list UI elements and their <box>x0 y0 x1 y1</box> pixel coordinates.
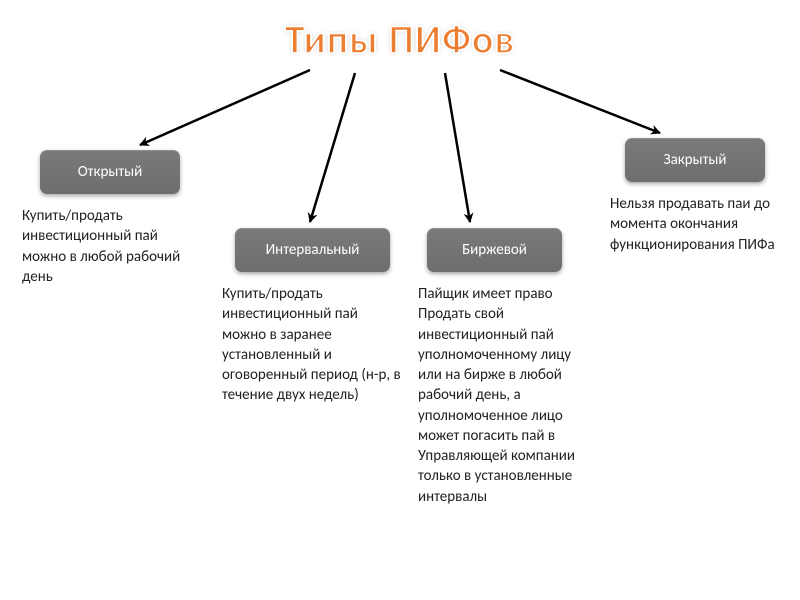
desc-exchange: Пайщик имеет право Продать свой инвестиц… <box>418 284 598 507</box>
desc-closed: Нельзя продавать паи до момента окончани… <box>610 194 795 255</box>
node-label: Интервальный <box>266 241 360 259</box>
node-label: Биржевой <box>462 241 527 259</box>
node-open: Открытый <box>40 150 180 194</box>
node-exchange: Биржевой <box>427 228 562 272</box>
node-label: Открытый <box>78 163 142 181</box>
desc-open: Купить/продать инвестиционный пай можно … <box>22 206 197 287</box>
desc-interval: Купить/продать инвестиционный пай можно … <box>222 284 402 406</box>
diagram-title: Типы ПИФов <box>285 15 515 64</box>
node-label: Закрытый <box>663 151 726 169</box>
node-closed: Закрытый <box>625 138 765 182</box>
node-interval: Интервальный <box>235 228 390 272</box>
